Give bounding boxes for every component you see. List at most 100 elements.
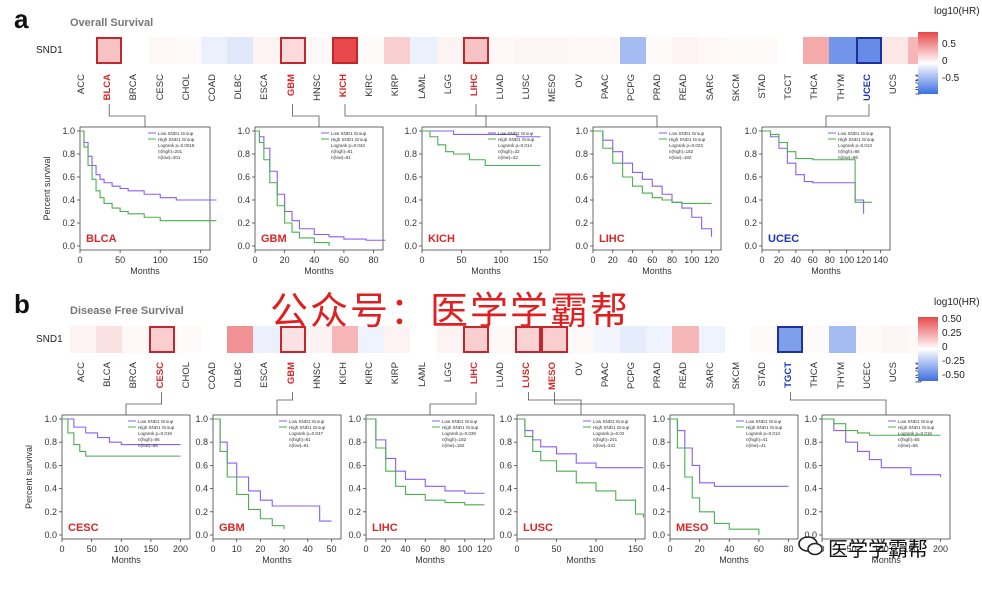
heatmap-cell: [358, 326, 385, 353]
x-tick-label: 150: [903, 544, 918, 554]
y-tick-label: 0.6: [744, 172, 757, 182]
high-group-curve: [422, 130, 541, 167]
x-tick-label: 60: [754, 544, 764, 554]
x-tick-label: 20: [774, 255, 784, 265]
heatmap-cell: [122, 326, 149, 353]
y-tick-label: 1.0: [62, 126, 75, 136]
heatmap-cell: [410, 37, 437, 64]
y-tick-label: 0.2: [499, 507, 512, 517]
x-tick-label: 120: [856, 255, 871, 265]
legend-high-label: High SND1 Group: [442, 425, 479, 430]
heatmap-cell: [200, 37, 228, 64]
y-tick-label: 0.4: [348, 484, 361, 494]
x-tick-label: 80: [369, 255, 379, 265]
x-tick-label: 100: [114, 544, 129, 554]
legend-a-tick: 0.5: [942, 39, 956, 50]
heatmap-cell: [227, 37, 254, 64]
x-tick-label: 0: [514, 544, 519, 554]
heatmap-cell: [331, 326, 359, 353]
legend-high-label: High SND1 Group: [498, 137, 535, 142]
legend-high-label: High SND1 Group: [289, 425, 326, 430]
x-tick-label: 0: [590, 255, 595, 265]
y-tick-label: 0.8: [404, 149, 417, 159]
heatmap-cell: [777, 326, 804, 353]
x-tick-label: 100: [493, 255, 508, 265]
y-tick-label: 0.4: [404, 195, 417, 205]
legend-a-colorbar: [918, 32, 938, 94]
heatmap-cell: [331, 37, 359, 64]
heatmap-cell: [384, 37, 411, 64]
x-axis-label: Months: [871, 555, 901, 565]
x-tick-label: 20: [255, 544, 265, 554]
high-group-curve: [762, 130, 873, 203]
km-plot-frame: [365, 414, 495, 540]
km-plot: 0.0 0.2 0.4 0.6 0.8 1.0 0 20 40 60 80 Months Low SND…: [652, 414, 799, 565]
x-tick-label: 60: [339, 255, 349, 265]
high-group-curve: [213, 418, 285, 530]
legend-high-label: High SND1 Group: [898, 425, 935, 430]
y-tick-label: 0.0: [744, 241, 757, 251]
km-stat-text: n(low)=81: [289, 443, 309, 448]
y-tick-label: 0.2: [44, 507, 57, 517]
high-group-curve: [62, 418, 181, 457]
km-stat-text: Logrank p=0.023: [669, 143, 703, 148]
heatmap-cell: [305, 37, 332, 64]
x-tick-label: 60: [808, 255, 818, 265]
legend-high-label: High SND1 Group: [138, 425, 175, 430]
km-stat-text: n(high)=201: [158, 149, 183, 154]
low-group-curve: [822, 418, 942, 477]
heatmap-cell: [619, 326, 647, 353]
heatmap-cell: [750, 37, 778, 64]
y-tick-label: 0.8: [652, 437, 665, 447]
x-tick-label: 40: [627, 255, 637, 265]
y-tick-label: 0.0: [44, 530, 57, 540]
km-stat-text: n(low)=32: [498, 155, 518, 160]
x-axis-label: Months: [471, 266, 501, 276]
wechat-icon: [798, 535, 824, 557]
y-tick-label: 1.0: [237, 126, 250, 136]
x-tick-label: 80: [784, 544, 794, 554]
y-tick-label: 0.0: [804, 530, 817, 540]
x-tick-label: 50: [87, 544, 97, 554]
heatmap-cell: [253, 37, 280, 64]
x-tick-label: 40: [400, 544, 410, 554]
legend-b-tick: 0.50: [942, 314, 962, 325]
heatmap-cell: [855, 37, 882, 64]
y-tick-label: 0.2: [652, 507, 665, 517]
heatmap-cell: [515, 326, 542, 353]
heatmap-cell: [881, 37, 908, 64]
x-tick-label: 30: [279, 544, 289, 554]
high-group-curve: [593, 130, 712, 204]
y-axis-label: Percent survival: [42, 156, 52, 220]
y-tick-label: 0.4: [44, 484, 57, 494]
cancer-type-label: GBM: [219, 522, 245, 534]
y-tick-label: 1.0: [499, 414, 512, 424]
low-group-curve: [670, 418, 789, 487]
heatmap-cell: [855, 326, 882, 353]
y-tick-label: 0.4: [62, 195, 75, 205]
legend-a-tick: -0.5: [942, 73, 960, 84]
cancer-type-label: GBM: [261, 233, 287, 245]
heatmap-cell: [567, 326, 594, 353]
heatmap-cell: [70, 326, 97, 353]
x-tick-label: 40: [303, 544, 313, 554]
km-plot-frame: [592, 126, 722, 251]
km-stat-text: n(low)=86: [138, 443, 158, 448]
y-tick-label: 1.0: [804, 414, 817, 424]
x-tick-label: 20: [381, 544, 391, 554]
y-tick-label: 0.0: [348, 530, 361, 540]
x-axis-label: Months: [130, 266, 160, 276]
km-plot-frame: [761, 126, 891, 251]
heatmap-cell: [541, 326, 568, 353]
heatmap-cell: [698, 326, 725, 353]
legend-low-label: Low SND1 Group: [898, 419, 934, 424]
x-tick-label: 50: [327, 544, 337, 554]
cancer-type-label: LIHC: [599, 233, 625, 245]
heatmap-cell: [253, 326, 280, 353]
y-tick-label: 0.4: [195, 484, 208, 494]
x-tick-label: 100: [684, 255, 699, 265]
heatmap-cell: [174, 326, 201, 353]
km-stat-text: Logrank p=0.013: [838, 143, 872, 148]
y-tick-label: 0.2: [348, 507, 361, 517]
heatmap-cell: [122, 37, 149, 64]
